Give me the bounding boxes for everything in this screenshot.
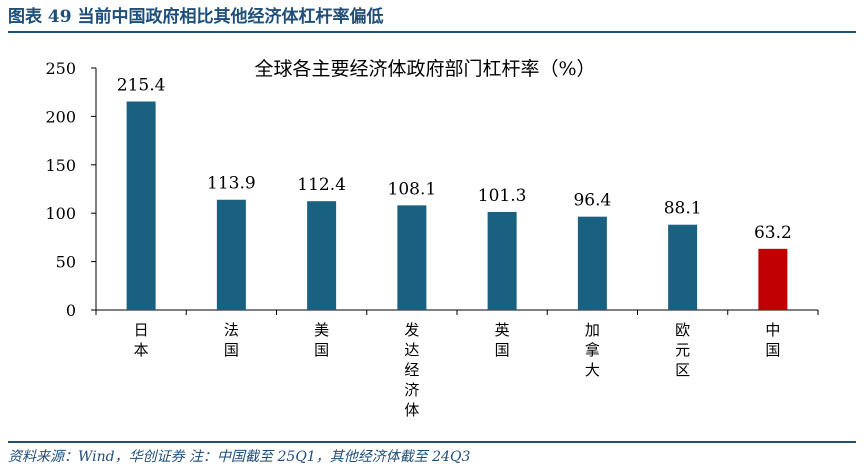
bar	[758, 248, 788, 310]
top-rule	[8, 31, 856, 33]
x-tick-label: 欧元区	[675, 321, 690, 379]
y-tick-label: 200	[45, 107, 76, 126]
x-tick-label: 中国	[765, 321, 780, 359]
value-label: 108.1	[388, 179, 437, 199]
chart-title: 全球各主要经济体政府部门杠杆率（%）	[254, 58, 595, 80]
value-label: 96.4	[573, 191, 611, 211]
value-label: 215.4	[117, 75, 166, 95]
x-tick-label: 日本	[134, 321, 149, 359]
bar	[487, 211, 517, 310]
bar	[216, 199, 246, 310]
bottom-rule	[8, 441, 856, 443]
y-tick-label: 0	[66, 301, 76, 320]
bar	[397, 205, 427, 310]
value-label: 113.9	[207, 174, 256, 194]
x-tick-label: 发达经济体	[404, 321, 419, 419]
x-tick-label: 加拿大	[585, 321, 600, 379]
bar	[668, 224, 698, 310]
bar	[126, 101, 156, 310]
value-label: 112.4	[297, 175, 346, 195]
y-tick-label: 250	[45, 59, 76, 78]
x-tick-label: 法国	[224, 321, 239, 359]
axes: 0 50 100 150 200 250 日本 法国 美国 发达经济体 英国 加拿大 欧元区 中国	[45, 59, 819, 419]
y-tick-label: 100	[45, 204, 76, 223]
bar	[307, 201, 337, 310]
x-tick-label: 美国	[314, 321, 329, 359]
value-label: 63.2	[754, 223, 792, 243]
value-label: 101.3	[478, 186, 527, 206]
source-note: 资料来源：Wind，华创证券 注：中国截至 25Q1，其他经济体截至 24Q3	[8, 449, 471, 465]
bar	[577, 216, 607, 310]
value-label: 88.1	[664, 199, 702, 219]
y-tick-label: 50	[56, 253, 76, 272]
figure-title: 图表 49 当前中国政府相比其他经济体杠杆率偏低	[8, 7, 384, 27]
bars	[126, 101, 788, 310]
data-labels: 215.4 113.9 112.4 108.1 101.3 96.4 88.1 63.2	[117, 75, 792, 242]
x-tick-label: 英国	[495, 321, 510, 359]
y-tick-label: 150	[45, 156, 76, 175]
